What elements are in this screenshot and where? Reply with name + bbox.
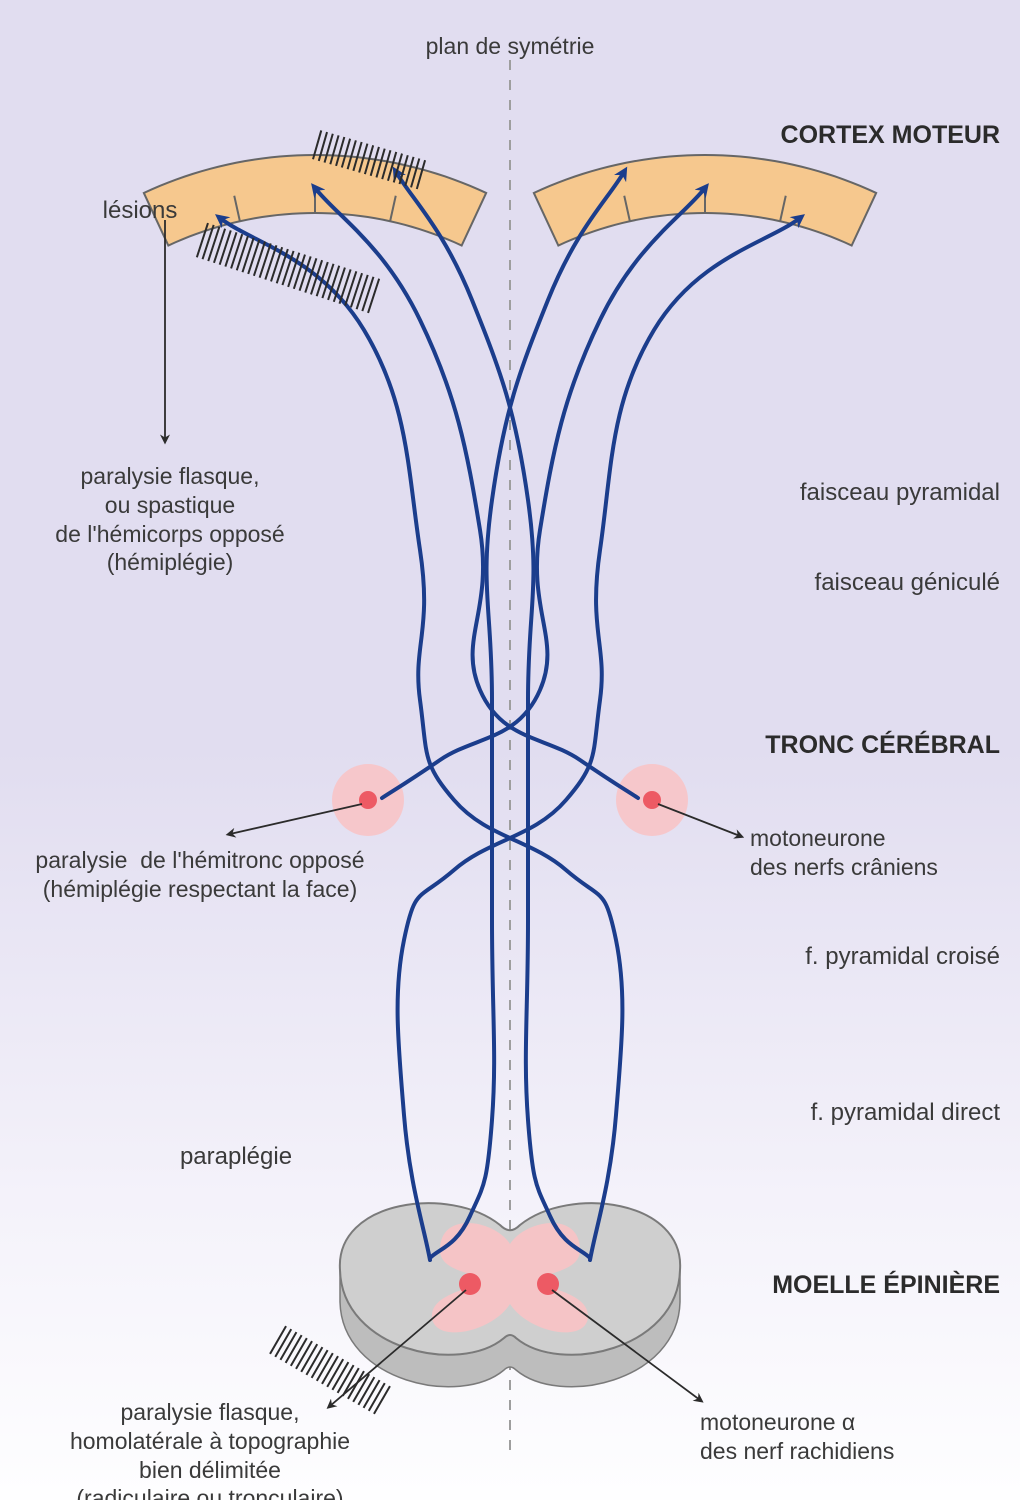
- capsule-lesion: [197, 223, 379, 313]
- label-paralysie-radiculaire: paralysie flasque, homolatérale à topogr…: [70, 1398, 350, 1500]
- label-f-pyramidal-direct: f. pyramidal direct: [811, 1098, 1000, 1128]
- label-tronc-cerebral: TRONC CÉRÉBRAL: [765, 730, 1000, 761]
- label-paralysie-hemitronc: paralysie de l'hémitronc opposé (hémiplé…: [35, 846, 364, 904]
- label-paraplegie: paraplégie: [180, 1142, 292, 1172]
- tract-right-geniculate: [315, 188, 638, 798]
- label-motoneurone-alpha: motoneurone α des nerf rachidiens: [700, 1408, 894, 1466]
- label-plan-symetrie: plan de symétrie: [426, 32, 595, 61]
- tract-right-pyramidal-crossed: [220, 218, 622, 1260]
- diagram-canvas: plan de symétrie CORTEX MOTEUR lésions p…: [0, 0, 1020, 1500]
- label-faisceau-pyramidal: faisceau pyramidal: [800, 478, 1000, 508]
- label-motoneurone-craniens: motoneurone des nerfs crâniens: [750, 824, 938, 882]
- label-moelle-epiniere: MOELLE ÉPINIÈRE: [772, 1270, 1000, 1301]
- label-paralysie-flasque-hemi: paralysie flasque, ou spastique de l'hém…: [55, 462, 284, 577]
- motoneuron-alpha-left: [459, 1273, 481, 1295]
- cranial-motoneuron-left: [359, 791, 377, 809]
- tract-left-pyramidal-crossed: [398, 218, 800, 1260]
- label-lesions: lésions: [103, 196, 178, 226]
- label-cortex-moteur: CORTEX MOTEUR: [781, 120, 1000, 151]
- tract-left-geniculate: [382, 188, 705, 798]
- cranial-motoneuron-right: [643, 791, 661, 809]
- label-f-pyramidal-croise: f. pyramidal croisé: [805, 942, 1000, 972]
- label-faisceau-genicule: faisceau géniculé: [815, 568, 1000, 598]
